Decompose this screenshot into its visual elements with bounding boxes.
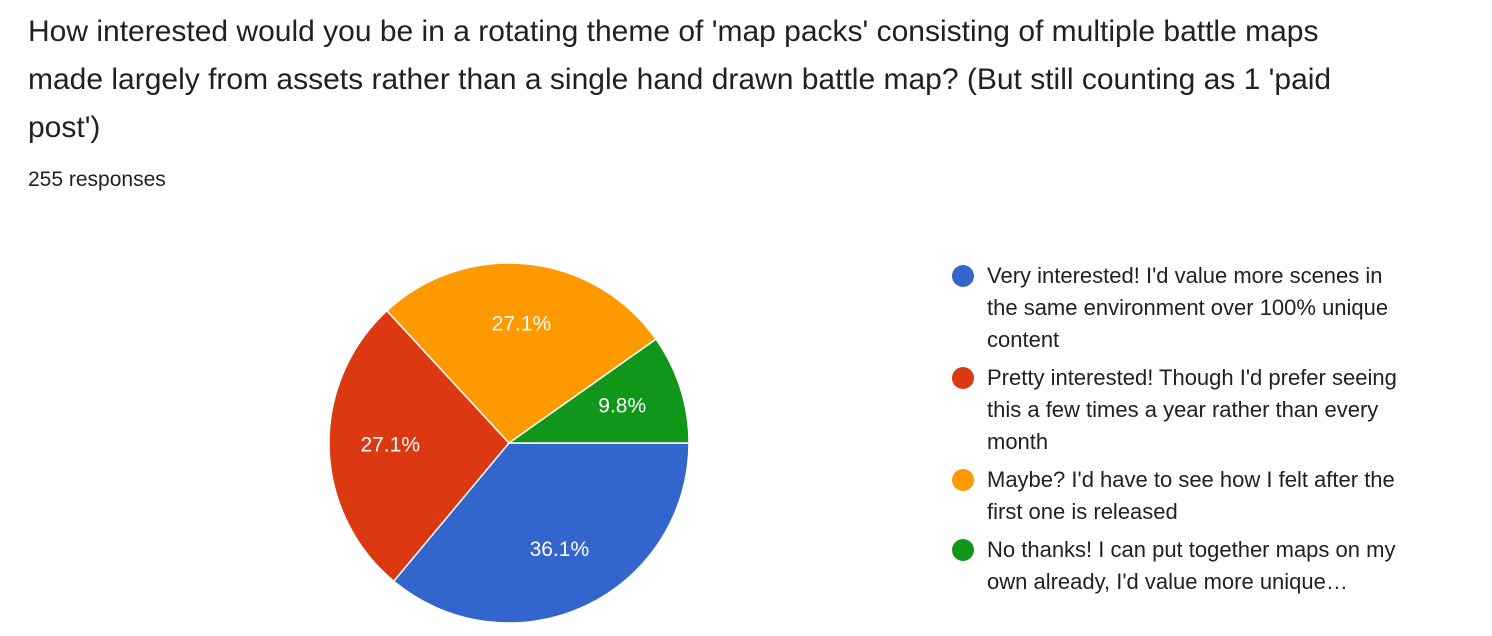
legend-marker [952,539,974,561]
legend-marker [952,265,974,287]
response-count: 255 responses [28,168,166,191]
legend-label: Pretty interested! Though I'd prefer see… [987,365,1397,454]
legend-marker [952,469,974,491]
chart-title: How interested would you be in a rotatin… [28,15,1332,144]
legend-item: Maybe? I'd have to see how I felt after … [952,464,1402,528]
legend-label: Very interested! I'd value more scenes i… [987,263,1389,352]
data-label: 27.1% [360,434,420,457]
data-label: 36.1% [530,538,590,561]
pie-chart: 36.1% 27.1% 27.1% 9.8% [328,262,690,624]
pie-slice [385,262,658,444]
pie-slice [506,338,690,444]
pie-slice [392,442,690,624]
legend-label: Maybe? I'd have to see how I felt after … [987,467,1395,524]
legend: Very interested! I'd value more scenes i… [952,260,1402,604]
legend-label: No thanks! I can put together maps on my… [987,537,1396,594]
legend-item: Very interested! I'd value more scenes i… [952,260,1402,356]
data-label: 27.1% [492,312,552,335]
pie-slice [328,309,510,583]
legend-item: No thanks! I can put together maps on my… [952,534,1402,598]
data-label: 9.8% [598,395,646,418]
legend-marker [952,367,974,389]
legend-item: Pretty interested! Though I'd prefer see… [952,362,1402,458]
